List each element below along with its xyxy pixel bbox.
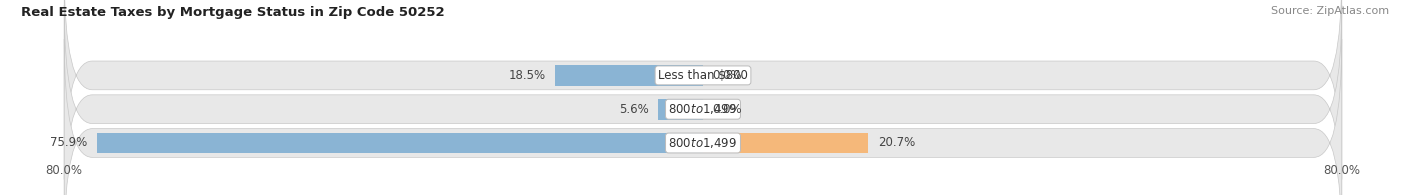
Text: 0.0%: 0.0% xyxy=(713,103,742,116)
FancyBboxPatch shape xyxy=(65,5,1341,195)
Text: Less than $800: Less than $800 xyxy=(658,69,748,82)
Text: 18.5%: 18.5% xyxy=(509,69,546,82)
Legend: Without Mortgage, With Mortgage: Without Mortgage, With Mortgage xyxy=(579,194,827,195)
Text: 75.9%: 75.9% xyxy=(51,136,87,150)
FancyBboxPatch shape xyxy=(65,39,1341,195)
Bar xyxy=(555,65,703,86)
Text: Source: ZipAtlas.com: Source: ZipAtlas.com xyxy=(1271,6,1389,16)
Bar xyxy=(97,133,703,153)
Bar xyxy=(703,133,869,153)
Text: $800 to $1,499: $800 to $1,499 xyxy=(668,102,738,116)
Text: 20.7%: 20.7% xyxy=(877,136,915,150)
FancyBboxPatch shape xyxy=(65,0,1341,179)
Bar xyxy=(658,99,703,120)
Text: 5.6%: 5.6% xyxy=(619,103,648,116)
Text: Real Estate Taxes by Mortgage Status in Zip Code 50252: Real Estate Taxes by Mortgage Status in … xyxy=(21,6,444,19)
Text: 0.0%: 0.0% xyxy=(713,69,742,82)
Text: $800 to $1,499: $800 to $1,499 xyxy=(668,136,738,150)
